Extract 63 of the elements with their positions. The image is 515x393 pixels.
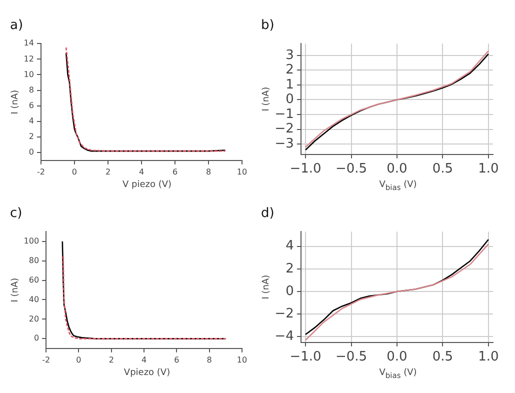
- y-tick-label: −2: [274, 122, 294, 137]
- x-tick-label: 4: [141, 355, 147, 364]
- x-tick-label: 0.5: [432, 350, 454, 365]
- y-tick-label: 6: [28, 100, 34, 110]
- y-tick-label: 0: [28, 148, 34, 157]
- x-tick-label: 2: [105, 167, 111, 176]
- y-tick-label: 3: [286, 48, 294, 63]
- x-tick-label: 8: [206, 167, 212, 176]
- chart-title: b): [261, 18, 274, 34]
- y-tick-label: 12: [24, 54, 34, 64]
- x-tick-label: 1.0: [478, 350, 499, 365]
- x-axis-title: Vpiezo (V): [122, 368, 172, 378]
- chart-title: c): [10, 206, 22, 222]
- x-tick-label: −1.0: [290, 350, 322, 365]
- y-axis-title: I (nA): [10, 90, 21, 114]
- y-tick-label: 40: [28, 294, 40, 304]
- y-tick-label: 10: [24, 70, 34, 79]
- x-tick-label: −0.5: [335, 350, 368, 365]
- x-tick-label: -2: [36, 167, 45, 176]
- y-tick-label: 2: [286, 261, 294, 276]
- x-tick-label: 0: [76, 355, 82, 364]
- y-tick-label: −1: [274, 106, 294, 122]
- line-series: [62, 255, 226, 340]
- x-tick-label: −0.5: [335, 162, 368, 177]
- x-tick-label: 0.0: [386, 350, 408, 365]
- y-tick-label: 0: [34, 334, 40, 343]
- y-tick-label: 2: [28, 132, 34, 142]
- x-axis-title: V$_{bias}$ (V): [378, 180, 418, 192]
- x-tick-label: 0: [72, 167, 78, 176]
- y-tick-label: −4: [274, 329, 294, 344]
- chart-title: a): [10, 18, 24, 34]
- y-tick-label: 8: [28, 85, 34, 94]
- y-tick-label: 60: [28, 275, 40, 284]
- y-tick-label: 100: [24, 236, 40, 246]
- x-axis-title: V$_{bias}$ (V): [378, 368, 418, 380]
- y-tick-label: −2: [274, 306, 294, 322]
- x-axis-title: V piezo (V): [121, 180, 173, 190]
- x-tick-label: -2: [42, 355, 50, 364]
- x-tick-label: 2: [108, 355, 114, 364]
- x-tick-label: −1.0: [290, 162, 322, 177]
- y-axis-title: I (nA): [10, 278, 21, 302]
- y-tick-label: 80: [28, 256, 40, 265]
- y-axis-title: I (nA): [262, 274, 272, 300]
- x-tick-label: 10: [236, 167, 248, 176]
- x-tick-label: 0.0: [386, 162, 408, 177]
- y-tick-label: 0: [286, 92, 294, 108]
- y-tick-label: 1: [286, 77, 294, 92]
- chart-title: d): [261, 206, 274, 222]
- x-tick-label: 8: [206, 355, 212, 364]
- y-tick-label: 14: [24, 38, 34, 48]
- y-tick-label: −3: [274, 136, 294, 152]
- y-tick-label: 4: [28, 116, 34, 126]
- x-tick-label: 1.0: [478, 162, 499, 177]
- x-tick-label: 0.5: [432, 162, 454, 177]
- y-tick-label: 20: [28, 314, 40, 324]
- x-tick-label: 6: [172, 167, 178, 176]
- x-tick-label: 10: [236, 355, 248, 364]
- y-tick-label: 4: [286, 238, 294, 254]
- y-tick-label: 0: [286, 284, 294, 299]
- y-axis-title: I (nA): [262, 86, 272, 112]
- x-tick-label: 6: [174, 355, 180, 364]
- x-tick-label: 4: [138, 167, 144, 176]
- y-tick-label: 2: [286, 62, 294, 78]
